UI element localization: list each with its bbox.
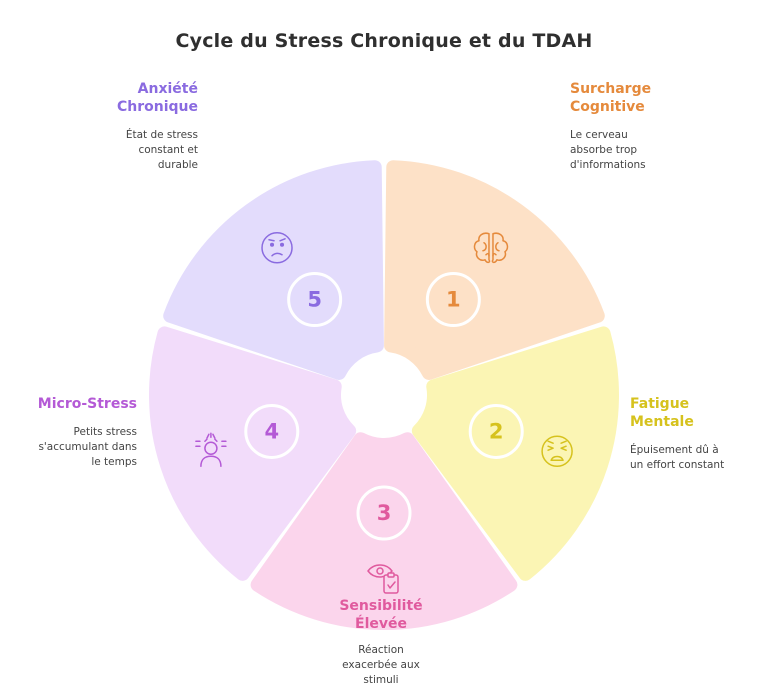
step-5-number: 5 [307, 288, 322, 312]
label-step-1: Surcharge Cognitive Le cerveau absorbe t… [570, 80, 768, 173]
step-3-number-circle [356, 485, 412, 541]
label-step-2: Fatigue Mentale Épuisement dû à un effor… [630, 395, 760, 473]
label-step-3: Sensibilité Élevée Réaction exacerbée au… [281, 597, 481, 688]
brain-icon [473, 232, 509, 264]
label-step-5: Anxiété Chronique État de stress constan… [0, 80, 198, 173]
step-2-description: Épuisement dû à un effort constant [630, 444, 725, 471]
step-2-number-circle [468, 403, 524, 459]
eye-clipboard-icon [367, 564, 399, 594]
step-3-title: Sensibilité Élevée [339, 598, 423, 632]
step-2-title: Fatigue Mentale [630, 396, 694, 430]
step-4-title: Micro-Stress [37, 396, 137, 412]
step-3-description: Réaction exacerbée aux stimuli [342, 644, 420, 686]
step-1-description: Le cerveau absorbe trop d'informations [570, 129, 646, 171]
step-2-number: 2 [489, 419, 504, 443]
stressed-person-icon [195, 432, 227, 467]
step-5-number-circle [287, 272, 343, 328]
step-5-description: État de stress constant et durable [125, 129, 198, 171]
segment-step-2 [411, 326, 619, 581]
step-5-title: Anxiété Chronique [116, 81, 198, 115]
label-step-4: Micro-Stress Petits stress s'accumulant … [0, 395, 137, 470]
step-1-number-circle [425, 272, 481, 328]
step-4-number-circle [244, 403, 300, 459]
worried-face-icon [261, 232, 293, 264]
step-4-description: Petits stress s'accumulant dans le temps [38, 426, 137, 468]
segment-step-4 [149, 326, 357, 581]
step-3-number: 3 [377, 501, 392, 525]
step-4-number: 4 [264, 419, 279, 443]
step-1-title: Surcharge Cognitive [570, 81, 652, 115]
tired-face-icon [541, 435, 573, 467]
step-1-number: 1 [446, 288, 461, 312]
diagram-title: Cycle du Stress Chronique et du TDAH [175, 30, 593, 52]
